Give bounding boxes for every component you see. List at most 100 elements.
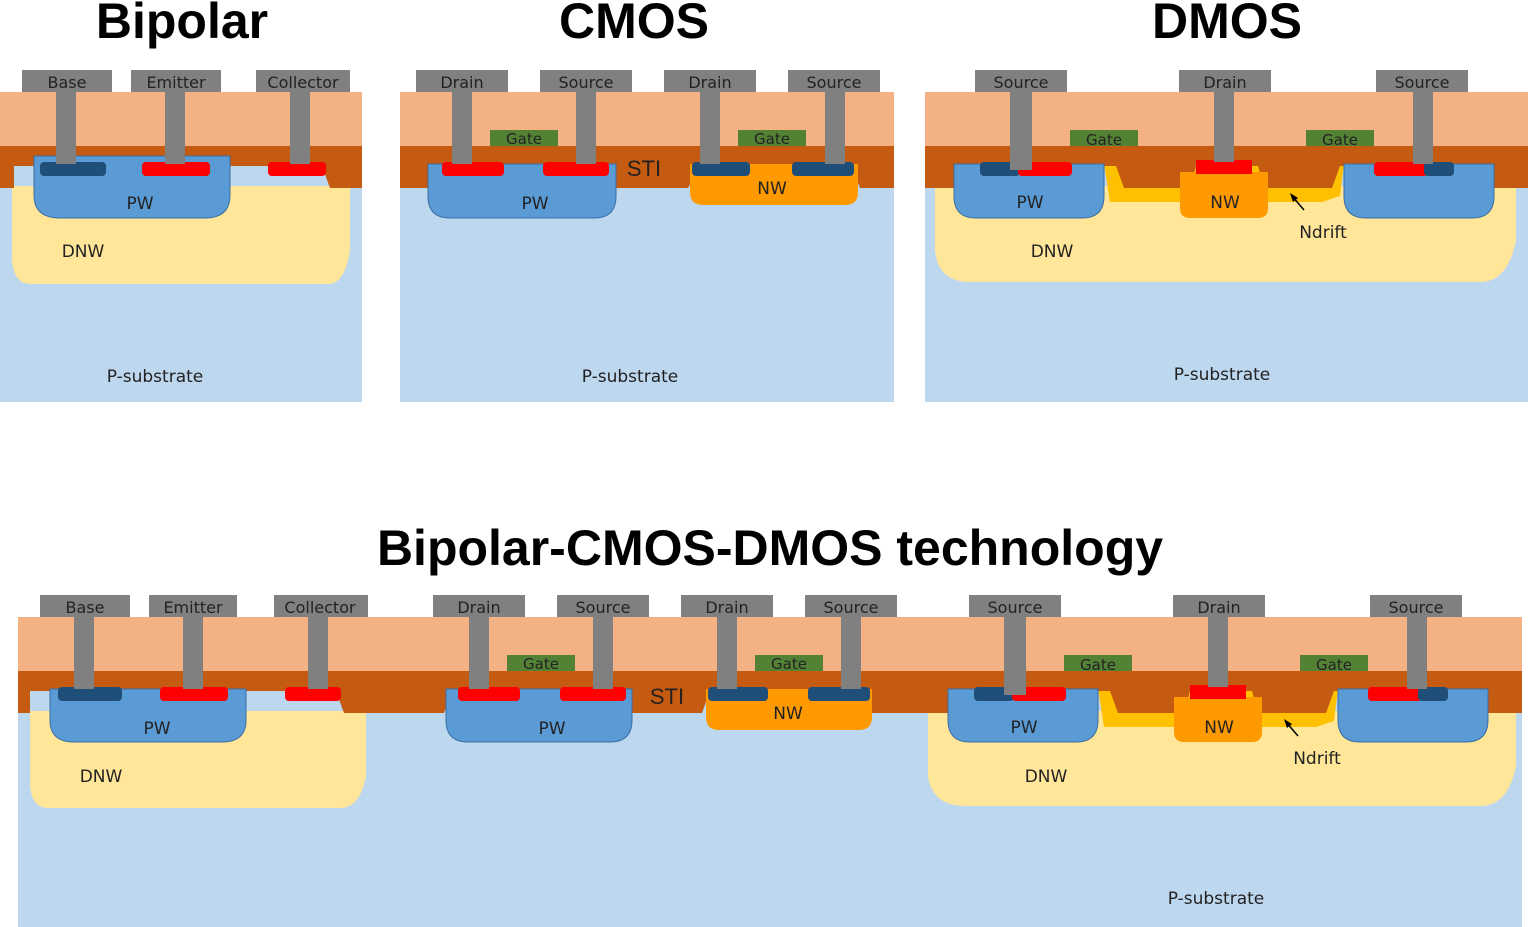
dmos-title: DMOS [1152,0,1302,49]
emitter-contact [131,70,221,92]
nw-label: NW [773,704,803,724]
n-plus-diffusion [1374,162,1428,176]
sti-label: STI [627,156,661,181]
contact-plug [1214,92,1234,162]
base-contact [22,70,112,92]
pw-region [1337,688,1489,743]
contact-plug [74,617,94,689]
p-plus-diffusion [692,162,750,176]
source-contact [805,595,897,617]
drain-contact [1179,70,1271,92]
n-plus-diffusion [1190,685,1246,699]
collector-label: Collector [284,598,356,617]
gate-poly [738,130,806,146]
drain-label: Drain [705,598,748,617]
dnw-label: DNW [1025,767,1068,787]
contact-plug [576,92,596,164]
collector-contact [256,70,350,92]
gate-poly [1300,655,1368,671]
gate-poly [1070,130,1138,146]
p-plus-diffusion [792,162,854,176]
emitter-label: Emitter [163,598,223,617]
source-label: Source [807,73,862,92]
drain-contact [416,70,508,92]
collector-label: Collector [267,73,339,92]
nw-region [1180,172,1268,218]
sti-region [18,671,1522,713]
nw-label: NW [1210,193,1240,213]
gate-label: Gate [1322,131,1358,149]
gate-poly [1306,130,1374,146]
oxide-layer [400,92,894,148]
n-plus-diffusion [458,687,520,701]
pw-label: PW [126,194,153,214]
ndrift-arrow-head [1284,719,1292,728]
pw-label: PW [143,719,170,739]
p-substrate-label: P-substrate [1174,365,1271,385]
drain-label: Drain [457,598,500,617]
pw-label: PW [521,194,548,214]
gate-label: Gate [1080,656,1116,674]
n-plus-diffusion [285,687,341,701]
contact-plug [717,617,737,689]
p-plus-diffusion [808,687,870,701]
source-contact [969,595,1061,617]
p-plus-diffusion [1418,687,1448,701]
pw-region [953,163,1105,219]
pw-region [49,688,247,743]
pw-region [1343,163,1495,219]
n-plus-diffusion [543,162,609,176]
contact-plug [825,92,845,164]
source-label: Source [1389,598,1444,617]
gate-label: Gate [506,130,542,148]
cmos-title: CMOS [559,0,709,49]
dnw-label: DNW [80,767,123,787]
pw-region [445,688,633,743]
contact-plug [700,92,720,164]
base-contact [40,595,130,617]
source-label: Source [824,598,879,617]
n-plus-diffusion [1368,687,1422,701]
gate-label: Gate [1086,131,1122,149]
drain-label: Drain [1203,73,1246,92]
contact-plug [452,92,472,164]
n-plus-diffusion [442,162,504,176]
source-label: Source [559,73,614,92]
contact-plug [1407,617,1427,689]
emitter-label: Emitter [146,73,206,92]
drain-label: Drain [1197,598,1240,617]
contact-plug [841,617,861,689]
contact-plug [469,617,489,689]
ndrift-arrow-head [1290,193,1298,202]
contact-plug [183,617,203,689]
drain-contact [664,70,756,92]
nw-label: NW [757,179,787,199]
p-substrate-label: P-substrate [107,367,204,387]
bcd-panel: Base Emitter Collector PW DNW Gate Gate … [18,595,1522,927]
pw-label: PW [1010,718,1037,738]
pw-label: PW [1016,193,1043,213]
n-plus-diffusion [1196,160,1252,174]
contact-plug [593,617,613,689]
p-plus-diffusion [58,687,122,701]
contact-plug [1010,92,1032,170]
source-contact [1376,70,1468,92]
source-contact [540,70,632,92]
sti-region [400,146,894,188]
drain-label: Drain [440,73,483,92]
dnw-label: DNW [1031,242,1074,262]
source-label: Source [1395,73,1450,92]
emitter-contact [149,595,237,617]
ndrift-label: Ndrift [1293,749,1341,769]
contact-plug [308,617,328,689]
nw-label: NW [1204,718,1234,738]
contact-plug [1413,92,1433,164]
n-plus-diffusion [142,162,210,176]
p-substrate-label: P-substrate [1168,889,1265,909]
base-label: Base [48,73,87,92]
contact-plug [1208,617,1228,687]
n-plus-diffusion [560,687,626,701]
pw-region [947,688,1099,743]
sti-region [925,146,1528,188]
